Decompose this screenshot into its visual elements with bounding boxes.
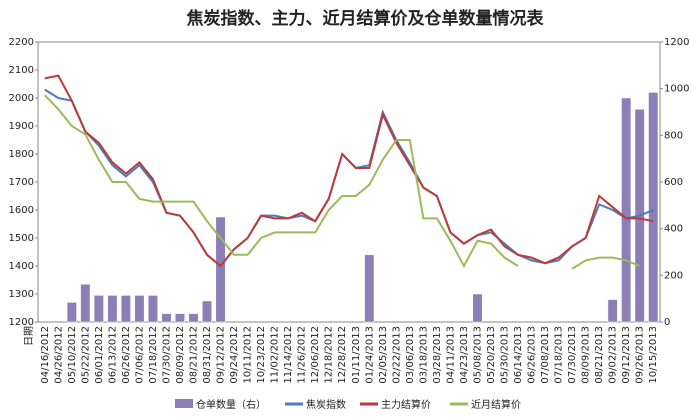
legend-label: 近月结算价: [471, 398, 521, 411]
bar: [621, 97, 632, 323]
bar: [472, 293, 483, 323]
x-tick-label: 10/23/2012: [256, 326, 267, 384]
x-tick-label: 06/14/2013: [513, 326, 524, 384]
x-tick-label: 10/11/2012: [243, 326, 254, 384]
bar: [120, 295, 131, 323]
x-tick-label: 07/06/2012: [134, 326, 145, 384]
x-tick-label: 01/11/2013: [351, 326, 362, 384]
x-tick-label: 12/06/2012: [310, 326, 321, 384]
bar: [147, 295, 158, 323]
x-tick-label: 05/10/2012: [67, 326, 78, 384]
y-tick-label: 1900: [9, 121, 34, 132]
bar: [215, 216, 226, 323]
bar: [66, 302, 77, 323]
y-tick-label: 1500: [9, 233, 34, 244]
x-tick-label: 09/12/2013: [621, 326, 632, 384]
x-tick-label: 10/15/2013: [648, 326, 659, 384]
x-tick-label: 06/26/2013: [527, 326, 538, 384]
x-tick-label: 08/21/2013: [594, 326, 605, 384]
x-tick-label: 03/18/2013: [418, 326, 429, 384]
y-tick-label: 1800: [9, 149, 34, 160]
legend-swatch: [175, 399, 193, 408]
x-tick-label: 07/08/2013: [540, 326, 551, 384]
x-tick-label: 06/01/2012: [94, 326, 105, 384]
y2-tick-label: 600: [664, 177, 683, 188]
x-tick-label: 02/05/2013: [378, 326, 389, 384]
x-tick-label: 08/31/2012: [202, 326, 213, 384]
x-tick-label: 05/20/2013: [486, 326, 497, 384]
x-tick-label: 08/09/2013: [581, 326, 592, 384]
y2-tick-label: 400: [664, 224, 683, 235]
x-tick-label: 11/02/2012: [270, 326, 281, 384]
x-tick-label: 01/24/2013: [364, 326, 375, 384]
x-tick-label: 08/21/2012: [189, 326, 200, 384]
bar: [134, 295, 145, 323]
y-tick-label: 1700: [9, 177, 34, 188]
y2-tick-label: 1000: [664, 84, 689, 95]
bar: [607, 299, 618, 323]
x-tick-label: 03/28/2013: [432, 326, 443, 384]
x-tick-label: 04/11/2013: [445, 326, 456, 384]
bar: [93, 295, 104, 323]
x-tick-label: 07/18/2012: [148, 326, 159, 384]
y-tick-label: 2100: [9, 65, 34, 76]
x-tick-label: 04/23/2013: [459, 326, 470, 384]
x-tick-label: 09/26/2013: [635, 326, 646, 384]
bar: [202, 300, 213, 323]
x-tick-label: 08/09/2012: [175, 326, 186, 384]
x-tick-label: 06/26/2012: [121, 326, 132, 384]
legend-label: 主力结算价: [381, 398, 431, 411]
x-tick-label: 06/13/2012: [107, 326, 118, 384]
bar: [107, 295, 118, 323]
x-tick-label: 09/12/2012: [216, 326, 227, 384]
y-tick-label: 1300: [9, 289, 34, 300]
legend-label: 焦炭指数: [306, 398, 346, 411]
line: [44, 94, 519, 269]
y2-tick-label: 0: [664, 317, 670, 328]
y2-tick-label: 800: [664, 130, 683, 141]
line: [44, 74, 654, 268]
legend-label: 仓单数量（右）: [196, 398, 266, 411]
y-tick-label: 2000: [9, 93, 34, 104]
x-tick-label: 09/24/2012: [229, 326, 240, 384]
x-tick-label: 07/18/2013: [554, 326, 565, 384]
x-tick-label: 05/30/2013: [500, 326, 511, 384]
x-tick-label: 07/30/2013: [567, 326, 578, 384]
y-tick-label: 1600: [9, 205, 34, 216]
bar: [364, 254, 375, 323]
x-tick-label: 11/14/2012: [283, 326, 294, 384]
x-tick-label: 12/18/2012: [324, 326, 335, 384]
x-tick-label: 04/26/2012: [53, 326, 64, 384]
x-tick-label: 12/28/2012: [337, 326, 348, 384]
plot-frame: [37, 41, 661, 323]
y-tick-label: 1200: [9, 317, 34, 328]
x-tick-label: 09/02/2013: [608, 326, 619, 384]
x-tick-label: 11/26/2012: [297, 326, 308, 384]
y-tick-label: 1400: [9, 261, 34, 272]
y2-tick-label: 200: [664, 270, 683, 281]
bar: [174, 313, 185, 323]
x-tick-label: 04/16/2012: [40, 326, 51, 384]
chart-title: 焦炭指数、主力、近月结算价及仓单数量情况表: [186, 8, 545, 29]
x-tick-label: 02/22/2013: [391, 326, 402, 384]
bar: [188, 313, 199, 323]
bar: [80, 283, 91, 323]
line: [571, 256, 641, 270]
x-tick-label: 05/08/2013: [472, 326, 483, 384]
x-axis-label: 日期: [23, 326, 35, 346]
y-tick-label: 2200: [9, 37, 34, 48]
bar: [648, 92, 659, 323]
bar: [161, 313, 172, 323]
line: [44, 88, 654, 268]
x-tick-label: 07/30/2012: [161, 326, 172, 384]
y2-tick-label: 1200: [664, 37, 689, 48]
x-tick-label: 03/06/2013: [405, 326, 416, 384]
x-tick-label: 05/22/2012: [80, 326, 91, 384]
